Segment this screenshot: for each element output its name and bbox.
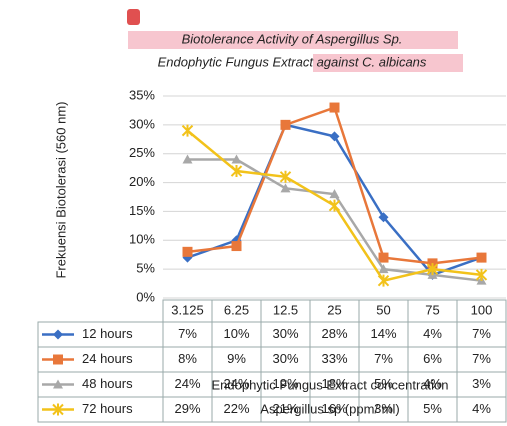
table-value: 5%: [374, 376, 393, 391]
table-value: 7%: [374, 351, 393, 366]
table-value: 16%: [321, 401, 347, 416]
table-value: 7%: [472, 326, 491, 341]
table-value: 10%: [223, 326, 249, 341]
marker: [475, 268, 488, 281]
table-value: 8%: [178, 351, 197, 366]
x-tick-label: 3.125: [171, 302, 204, 317]
y-tick-label: 25%: [129, 145, 155, 160]
table-value: 28%: [321, 326, 347, 341]
x-tick-label: 12.5: [273, 302, 298, 317]
table-value: 14%: [370, 326, 396, 341]
marker: [377, 274, 390, 287]
y-tick-label: 5%: [136, 261, 155, 276]
legend-label: 24 hours: [82, 351, 133, 366]
marker: [231, 154, 242, 164]
y-tick-label: 10%: [129, 232, 155, 247]
legend-label: 48 hours: [82, 376, 133, 391]
x-tick-label: 25: [327, 302, 341, 317]
marker: [280, 183, 291, 193]
y-tick-label: 30%: [129, 116, 155, 131]
y-tick-label: 15%: [129, 203, 155, 218]
table-value: 6%: [423, 351, 442, 366]
table-value: 30%: [272, 326, 298, 341]
x-axis-label: Endophytic Fungus Extract concentration: [211, 377, 448, 392]
marker: [476, 252, 487, 263]
marker: [329, 102, 340, 113]
marker: [378, 252, 389, 263]
y-tick-label: 35%: [129, 87, 155, 102]
y-axis-label: Frekuensi Biotolerasi (560 nm): [53, 101, 68, 278]
table-value: 24%: [223, 376, 249, 391]
title-highlight: [313, 54, 463, 72]
icon: [127, 9, 140, 25]
table-value: 4%: [423, 326, 442, 341]
table-value: 22%: [223, 401, 249, 416]
legend-marker: [53, 329, 63, 340]
marker: [182, 154, 193, 164]
legend-label: 12 hours: [82, 326, 133, 341]
table-value: 18%: [321, 376, 347, 391]
table-value: 29%: [174, 401, 200, 416]
legend-marker: [53, 354, 63, 365]
marker: [182, 246, 193, 257]
table-value: 24%: [174, 376, 200, 391]
marker: [378, 264, 389, 274]
marker: [280, 119, 291, 130]
table-value: 7%: [178, 326, 197, 341]
x-tick-label: 50: [376, 302, 390, 317]
marker: [426, 263, 439, 276]
legend-marker: [52, 403, 64, 416]
table-value: 4%: [423, 376, 442, 391]
y-tick-label: 20%: [129, 174, 155, 189]
marker: [231, 241, 242, 252]
table-value: 21%: [272, 401, 298, 416]
marker: [378, 212, 389, 223]
chart-title: Biotolerance Activity of Aspergillus Sp.: [182, 31, 403, 46]
marker: [329, 189, 340, 199]
table-value: 19%: [272, 376, 298, 391]
x-tick-label: 6.25: [224, 302, 249, 317]
table-cell: [456, 396, 507, 423]
legend-marker: [53, 379, 63, 389]
table-value: 5%: [423, 401, 442, 416]
title-highlight: [128, 31, 458, 49]
x-axis-label: Aspergillus sp (ppm/ ml): [260, 401, 399, 416]
x-tick-label: 100: [471, 302, 493, 317]
table-value: 9%: [227, 351, 246, 366]
y-tick-label: 0%: [136, 289, 155, 304]
marker: [328, 199, 341, 212]
table-value: 3%: [374, 401, 393, 416]
table-value: 33%: [321, 351, 347, 366]
marker: [230, 165, 243, 178]
marker: [181, 124, 194, 137]
chart-title: Endophytic Fungus Extract against C. alb…: [158, 54, 427, 69]
marker: [329, 131, 340, 142]
legend-label: 72 hours: [82, 401, 133, 416]
table-value: 7%: [472, 351, 491, 366]
table-value: 4%: [472, 401, 491, 416]
table-value: 30%: [272, 351, 298, 366]
marker: [279, 170, 292, 183]
x-tick-label: 75: [425, 302, 439, 317]
table-value: 3%: [472, 376, 491, 391]
